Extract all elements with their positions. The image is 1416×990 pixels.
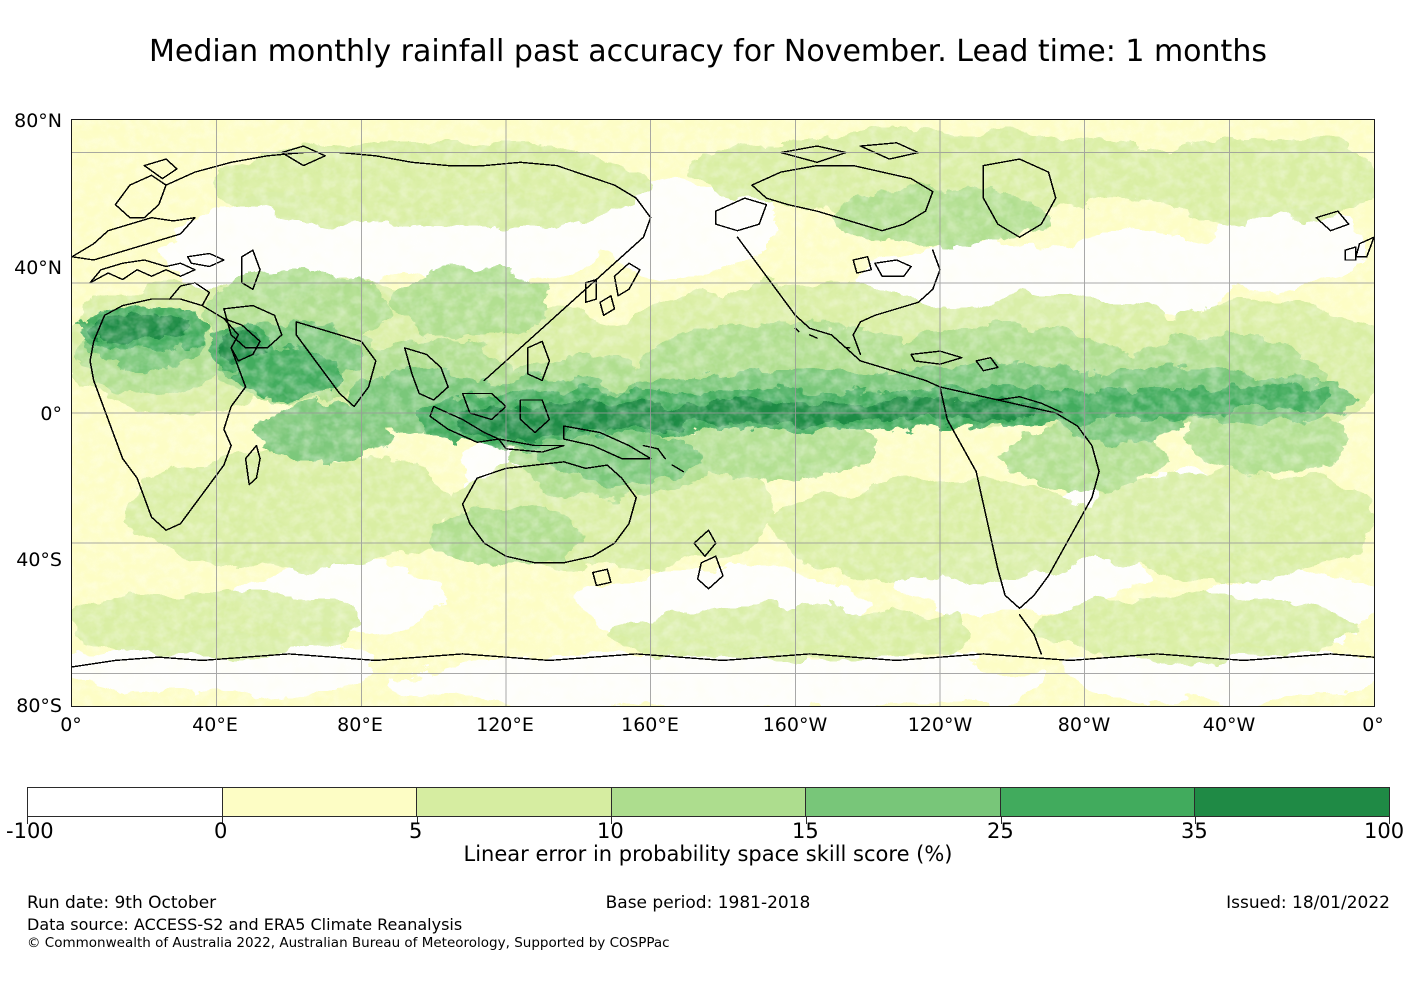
colorbar-segment-5 xyxy=(1000,788,1196,816)
y-tick-label-80n: 80°N xyxy=(14,110,62,132)
run-date-text: Run date: 9th October xyxy=(27,893,217,913)
figure-footer: Run date: 9th October Base period: 1981-… xyxy=(0,893,1416,953)
y-tick-label-0: 0° xyxy=(40,403,62,425)
colorbar-tickmark-7 xyxy=(1389,817,1390,824)
colorbar xyxy=(27,787,1390,817)
colorbar-tickmark-2 xyxy=(417,817,418,824)
colorbar-tick-label-35: 35 xyxy=(1181,819,1208,843)
y-tick-label-80s: 80°S xyxy=(16,695,62,717)
colorbar-axis-label: Linear error in probability space skill … xyxy=(463,842,953,866)
colorbar-segment-6 xyxy=(1195,788,1390,816)
colorbar-segment-2 xyxy=(417,788,612,816)
y-tick-label-40s: 40°S xyxy=(16,549,62,571)
x-tick-label-160e: 160°E xyxy=(621,714,679,736)
copyright-text: © Commonwealth of Australia 2022, Austra… xyxy=(27,935,670,951)
chart-title: Median monthly rainfall past accuracy fo… xyxy=(149,34,1267,69)
x-tick-label-120w: 120°W xyxy=(907,714,973,736)
colorbar-tick-label-100: 100 xyxy=(1364,819,1405,843)
colorbar-tickmark-6 xyxy=(1195,817,1196,824)
colorbar-segment-1 xyxy=(222,788,418,816)
colorbar-tick-label--100: -100 xyxy=(6,819,54,843)
x-tick-label-40w: 40°W xyxy=(1202,714,1256,736)
colorbar-segment-3 xyxy=(611,788,807,816)
y-tick-label-40n: 40°N xyxy=(14,257,62,279)
colorbar-tick-label-5: 5 xyxy=(409,819,423,843)
colorbar-tick-label-0: 0 xyxy=(214,819,228,843)
x-tick-label-0w: 0° xyxy=(1362,714,1384,736)
colorbar-segment-0 xyxy=(28,788,223,816)
base-period-text: Base period: 1981-2018 xyxy=(605,893,811,913)
world-skill-score-map xyxy=(71,119,1375,707)
colorbar-tickmark-3 xyxy=(611,817,612,824)
colorbar-tickmark-0 xyxy=(27,817,28,824)
data-source-text: Data source: ACCESS-S2 and ERA5 Climate … xyxy=(27,915,463,934)
x-tick-label-80w: 80°W xyxy=(1057,714,1111,736)
x-tick-label-120e: 120°E xyxy=(476,714,534,736)
colorbar-tick-label-10: 10 xyxy=(597,819,624,843)
x-tick-label-40e: 40°E xyxy=(192,714,238,736)
issued-date-text: Issued: 18/01/2022 xyxy=(1226,893,1390,913)
x-tick-label-0e: 0° xyxy=(60,714,82,736)
x-tick-label-80e: 80°E xyxy=(337,714,383,736)
colorbar-tickmark-1 xyxy=(222,817,223,824)
colorbar-segment-4 xyxy=(806,788,1001,816)
colorbar-tickmark-4 xyxy=(806,817,807,824)
x-tick-label-160w: 160°W xyxy=(762,714,828,736)
colorbar-tick-label-25: 25 xyxy=(987,819,1014,843)
colorbar-tick-label-15: 15 xyxy=(792,819,819,843)
colorbar-tickmark-5 xyxy=(1001,817,1002,824)
